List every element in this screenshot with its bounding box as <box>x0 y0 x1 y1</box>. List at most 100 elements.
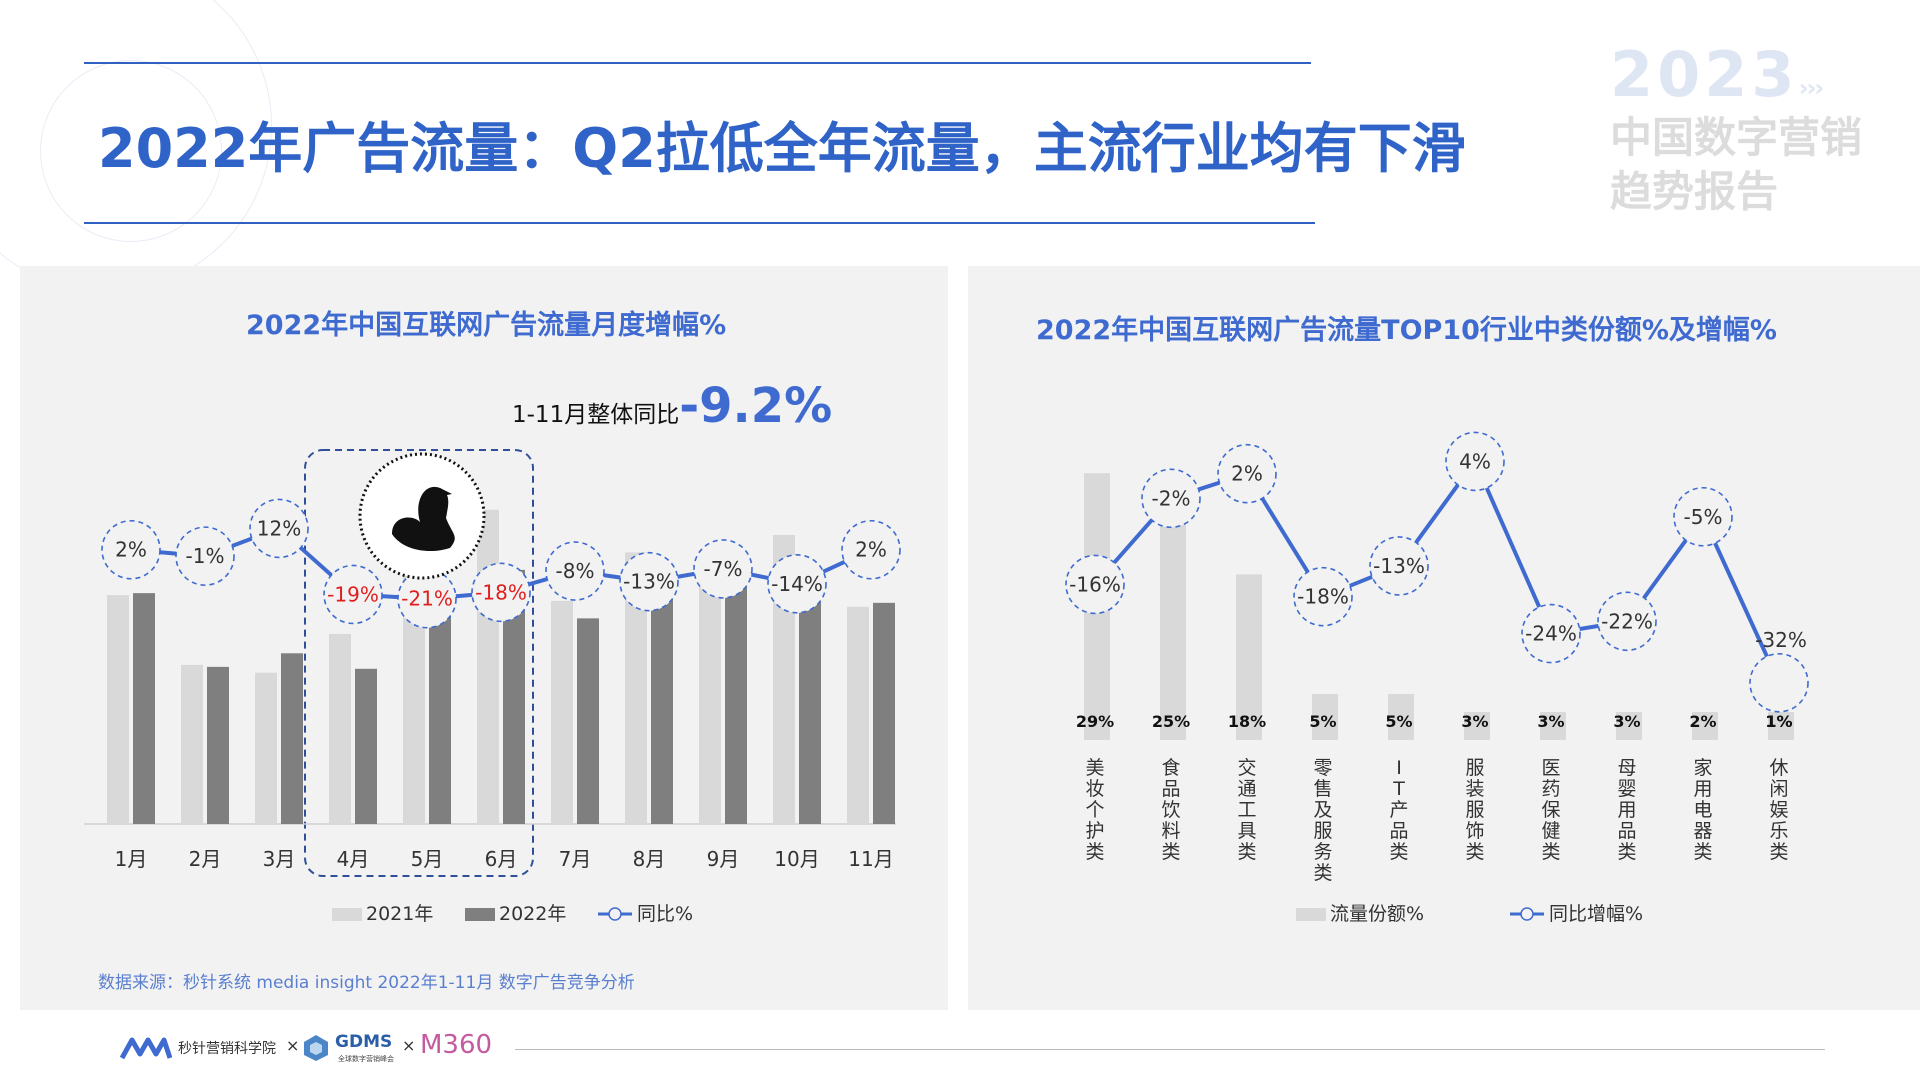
category-label: 零售及服务类 <box>1313 757 1332 884</box>
monthly-chart: 1月 2月 3月 4月 5月 6月 7月 8月 9月 10月 11月 2% -1% 12% -19% -21%… <box>84 449 901 925</box>
yoy-data-label: 2% <box>855 538 887 562</box>
category-label: 休闲娱乐类 <box>1769 757 1788 863</box>
bar-2021 <box>625 552 647 824</box>
x-tick-label: 1月 <box>115 847 148 871</box>
yoy-data-label: -32% <box>1755 628 1807 652</box>
yoy-data-label: -13% <box>623 570 675 594</box>
x-tick-label: 11月 <box>848 847 893 871</box>
bar-2021 <box>477 509 499 824</box>
yoy-data-label: -2% <box>1152 486 1191 510</box>
share-data-label: 3% <box>1461 712 1488 731</box>
yoy-point-marker <box>1293 566 1353 627</box>
yoy-data-label: -18% <box>475 580 527 604</box>
swan-body <box>392 486 455 552</box>
yoy-point-marker <box>767 554 827 614</box>
bar-2021 <box>255 672 277 824</box>
brand-line2: 趋势报告 <box>1610 167 1779 216</box>
yoy-point-marker <box>101 519 161 580</box>
x-tick-label: 10月 <box>774 847 819 871</box>
swan-beak <box>440 488 452 496</box>
bar-2022 <box>133 593 155 824</box>
yoy-data-label: -5% <box>1684 505 1723 529</box>
share-bar <box>1692 712 1718 740</box>
category-label: 服装服饰类 <box>1465 757 1484 863</box>
bar-2022 <box>725 577 747 824</box>
share-bar <box>1388 694 1414 740</box>
yoy-point-marker <box>1521 603 1581 664</box>
share-data-label: 2% <box>1689 712 1716 731</box>
yoy-data-label: -18% <box>1297 585 1349 609</box>
yoy-data-label: 12% <box>257 516 301 540</box>
yoy-point-marker <box>249 498 309 559</box>
category-label: 交通工具类 <box>1237 757 1256 863</box>
bar-2021 <box>107 595 129 824</box>
legend-swatch-2022 <box>465 908 495 921</box>
bar-2022 <box>207 666 229 824</box>
miaozhen-logo-icon <box>120 1037 172 1060</box>
yoy-point-marker <box>619 551 679 612</box>
bar-2021 <box>329 633 351 824</box>
x-tick-label: 4月 <box>337 847 370 871</box>
share-data-label: 3% <box>1537 712 1564 731</box>
share-data-label: 3% <box>1613 712 1640 731</box>
yoy-data-label: -16% <box>1069 572 1121 596</box>
logo-miaozhen-text: 秒针营销科学院 <box>178 1041 276 1057</box>
legend-label-yoy: 同比增幅% <box>1549 903 1643 925</box>
bar-2022 <box>429 593 451 824</box>
share-data-label: 5% <box>1309 712 1336 731</box>
logo-m360-text: M360 <box>420 1030 493 1060</box>
yoy-data-label: -19% <box>327 582 379 606</box>
share-bar <box>1768 712 1794 740</box>
share-bar <box>1616 712 1642 740</box>
yoy-data-label: -7% <box>704 557 743 581</box>
x-tick-label: 3月 <box>263 847 296 871</box>
yoy-point-marker <box>1141 468 1201 529</box>
category-label: 母婴用品类 <box>1617 757 1636 863</box>
bar-2021 <box>699 558 721 824</box>
page-title: 2022年广告流量：Q2拉低全年流量，主流行业均有下滑 <box>98 117 1466 180</box>
brand-year: 2023 <box>1610 38 1799 111</box>
report-brand: 2023››› 中国数字营销 趋势报告 <box>1610 38 1900 219</box>
legend-marker-yoy <box>608 907 622 921</box>
summary-value: -9.2% <box>679 378 833 434</box>
bar-2021 <box>847 606 869 824</box>
share-data-label: 25% <box>1152 712 1190 731</box>
monthly-chart-title: 2022年中国互联网广告流量月度增幅% <box>246 310 727 341</box>
bar-2022 <box>577 618 599 824</box>
yoy-point-marker <box>1749 652 1809 713</box>
data-source-note: 数据来源：秒针系统 media insight 2022年1-11月 数字广告竞… <box>98 973 635 993</box>
x-tick-label: 8月 <box>633 847 666 871</box>
x-tick-label: 5月 <box>411 847 444 871</box>
yoy-data-label: -13% <box>1373 554 1425 578</box>
yoy-point-marker <box>471 562 531 623</box>
legend-marker-yoy <box>1520 907 1534 921</box>
share-data-label: 29% <box>1076 712 1114 731</box>
share-bar <box>1464 712 1490 740</box>
logo-separator: × <box>286 1036 300 1055</box>
category-label: 食品饮料类 <box>1161 757 1180 863</box>
highlight-box <box>304 449 534 877</box>
yoy-data-label: 2% <box>115 538 147 562</box>
legend-swatch-share <box>1296 908 1326 921</box>
yoy-point-marker <box>1673 486 1733 547</box>
yoy-data-label: 2% <box>1231 462 1263 486</box>
bar-2022 <box>873 602 895 824</box>
summary-label: 1-11月整体同比 <box>512 402 680 428</box>
share-data-label: 1% <box>1765 712 1792 731</box>
industry-chart: 29% 美妆个护类 25% 食品饮料类 18% 交通工具类 5% 零售及服务类 5% I T 产品类 3… <box>1065 431 1809 925</box>
logo-gdms-subtext: 全球数字营销峰会 <box>338 1055 394 1063</box>
bar-2022 <box>503 569 525 824</box>
yoy-point-marker <box>693 539 753 599</box>
brand-line1: 中国数字营销 <box>1610 113 1863 162</box>
bar-2021 <box>181 664 203 824</box>
bar-2022 <box>799 575 821 824</box>
share-bar <box>1236 574 1262 740</box>
footer-rule <box>515 1049 1825 1050</box>
x-tick-label: 2月 <box>189 847 222 871</box>
black-swan-icon <box>358 452 486 580</box>
bar-2022 <box>651 589 673 824</box>
category-label: 美妆个护类 <box>1085 757 1104 863</box>
bar-2021 <box>551 600 573 824</box>
x-tick-label: 6月 <box>485 847 518 871</box>
yoy-point-marker <box>1369 536 1429 596</box>
